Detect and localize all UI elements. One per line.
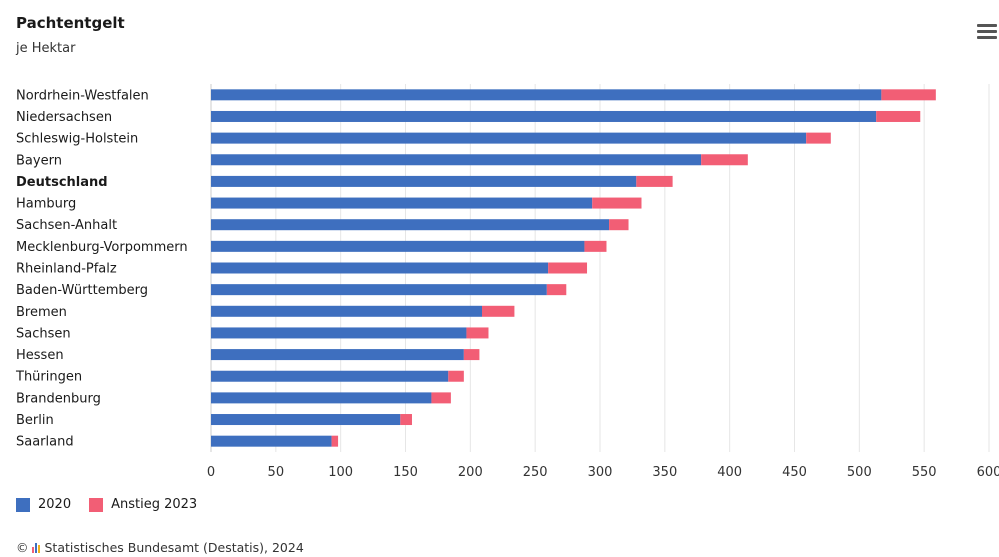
category-label-hamburg: Hamburg (16, 197, 76, 212)
x-tick-label: 200 (458, 465, 483, 480)
bar-2020-berlin[interactable] (211, 414, 401, 426)
category-label-niedersachsen: Niedersachsen (16, 110, 112, 125)
credit-text: Statistisches Bundesamt (Destatis), 2024 (44, 540, 304, 555)
legend-label-2020: 2020 (38, 497, 72, 512)
bar-anstieg-2023-sachsen[interactable] (466, 327, 489, 339)
x-tick-label: 500 (847, 465, 872, 480)
x-tick-label: 450 (782, 465, 807, 480)
x-tick-label: 0 (207, 465, 215, 480)
copyright-icon: © (16, 540, 29, 555)
category-label-thueringen: Thüringen (15, 370, 82, 385)
x-tick-label: 600 (977, 465, 999, 480)
bar-2020-brandenburg[interactable] (211, 392, 432, 404)
x-tick-label: 350 (652, 465, 677, 480)
category-label-sachsen-anhalt: Sachsen-Anhalt (16, 218, 117, 233)
bar-2020-schleswig-holstein[interactable] (211, 132, 807, 144)
bar-anstieg-2023-sachsen-anhalt[interactable] (609, 219, 629, 231)
category-label-berlin: Berlin (16, 413, 54, 428)
bar-anstieg-2023-hamburg[interactable] (592, 197, 642, 209)
legend-swatch-anstieg-2023 (89, 497, 104, 512)
bar-2020-mecklenburg-vorpommern[interactable] (211, 240, 585, 252)
bar-chart: Nordrhein-Westfalen Niedersachsen Schleswi… (15, 84, 999, 480)
legend-swatch-2020 (16, 497, 30, 512)
bar-anstieg-2023-berlin[interactable] (400, 414, 412, 426)
category-label-nordrhein-westfalen: Nordrhein-Westfalen (16, 88, 149, 103)
x-tick-label: 400 (717, 465, 742, 480)
category-label-mecklenburg-vorpommern: Mecklenburg-Vorpommern (16, 240, 188, 255)
bar-2020-bayern[interactable] (211, 154, 702, 166)
bar-anstieg-2023-baden-wuerttemberg[interactable] (546, 284, 567, 296)
category-label-rheinland-pfalz: Rheinland-Pfalz (16, 262, 117, 277)
bar-anstieg-2023-nordrhein-westfalen[interactable] (881, 89, 936, 101)
bar-anstieg-2023-brandenburg[interactable] (431, 392, 451, 404)
bar-2020-hamburg[interactable] (211, 197, 593, 209)
x-tick-label: 150 (393, 465, 418, 480)
legend-item-anstieg-2023[interactable]: Anstieg 2023 (89, 497, 197, 512)
bar-2020-rheinland-pfalz[interactable] (211, 262, 549, 274)
bar-2020-bremen[interactable] (211, 305, 483, 317)
bar-anstieg-2023-saarland[interactable] (331, 435, 339, 447)
bar-anstieg-2023-niedersachsen[interactable] (876, 110, 921, 122)
bar-anstieg-2023-rheinland-pfalz[interactable] (548, 262, 588, 274)
bar-anstieg-2023-hessen[interactable] (463, 349, 480, 361)
bar-anstieg-2023-mecklenburg-vorpommern[interactable] (584, 240, 607, 252)
category-label-saarland: Saarland (16, 435, 74, 450)
hamburger-menu-icon[interactable] (977, 24, 997, 40)
category-label-sachsen: Sachsen (16, 326, 71, 341)
bar-anstieg-2023-bremen[interactable] (482, 305, 515, 317)
bar-2020-deutschland[interactable] (211, 175, 637, 187)
x-tick-label: 250 (523, 465, 548, 480)
bar-anstieg-2023-schleswig-holstein[interactable] (806, 132, 831, 144)
bar-anstieg-2023-deutschland[interactable] (636, 175, 673, 187)
x-tick-label: 300 (588, 465, 613, 480)
bar-2020-baden-wuerttemberg[interactable] (211, 284, 547, 296)
x-tick-label: 50 (268, 465, 285, 480)
chart-subtitle: je Hektar (16, 41, 76, 56)
legend-label-anstieg-2023: Anstieg 2023 (111, 497, 198, 512)
legend-item-2020[interactable]: 2020 (16, 497, 71, 512)
chart-title: Pachtentgelt (16, 14, 125, 32)
chart-legend: 2020 Anstieg 2023 (16, 497, 215, 512)
x-tick-label: 550 (912, 465, 937, 480)
bar-anstieg-2023-thueringen[interactable] (448, 370, 464, 382)
bar-2020-hessen[interactable] (211, 349, 464, 361)
category-label-bremen: Bremen (16, 305, 67, 320)
destatis-logo-icon (31, 542, 41, 553)
bar-2020-nordrhein-westfalen[interactable] (211, 89, 882, 101)
category-label-deutschland: Deutschland (16, 175, 108, 190)
bar-2020-thueringen[interactable] (211, 370, 449, 382)
bar-2020-sachsen-anhalt[interactable] (211, 219, 610, 231)
category-label-schleswig-holstein: Schleswig-Holstein (16, 132, 138, 147)
category-label-hessen: Hessen (16, 348, 64, 363)
source-credit: © Statistisches Bundesamt (Destatis), 20… (16, 540, 304, 555)
category-label-bayern: Bayern (16, 153, 62, 168)
x-tick-label: 100 (328, 465, 353, 480)
bar-2020-niedersachsen[interactable] (211, 110, 877, 122)
category-label-brandenburg: Brandenburg (16, 391, 101, 406)
bar-2020-sachsen[interactable] (211, 327, 467, 339)
bar-anstieg-2023-bayern[interactable] (701, 154, 748, 166)
category-label-baden-wuerttemberg: Baden-Württemberg (16, 283, 148, 298)
bar-2020-saarland[interactable] (211, 435, 332, 447)
